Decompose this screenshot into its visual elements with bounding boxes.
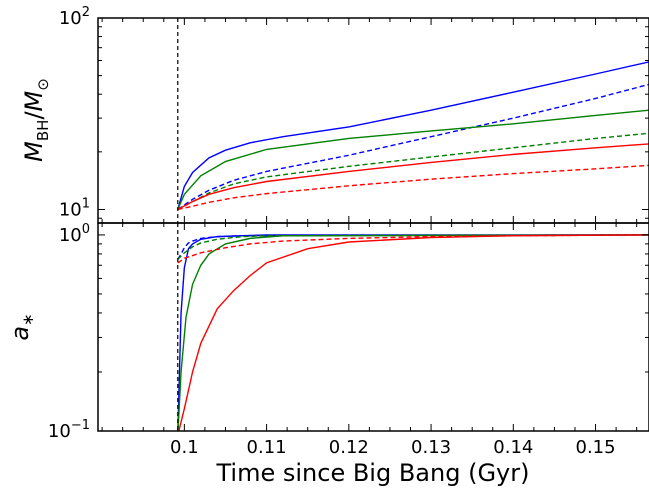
top-panel: 101 102 MBH/M⊙: [20, 5, 649, 224]
x-tick-label: 0.12: [329, 437, 369, 458]
y-tick-label: 101: [59, 196, 90, 220]
top-plot-frame: [97, 17, 649, 224]
mass-series-line-2: [177, 83, 649, 211]
y-tick-label: 100: [59, 222, 90, 246]
spin-series-line-5: [178, 234, 649, 431]
spin-series-line-1: [177, 234, 649, 431]
bottom-series-group: [177, 234, 649, 431]
top-ytick-labels: 101 102: [59, 5, 90, 220]
spin-series-line-4: [177, 234, 649, 260]
top-ylabel: MBH/M⊙: [20, 78, 52, 162]
mass-series-line-5: [177, 143, 649, 211]
top-series-group: [177, 61, 649, 211]
x-tick-label: 0.11: [247, 437, 287, 458]
bottom-ylabel: a∗: [6, 313, 37, 340]
bottom-plot-frame: [97, 222, 649, 432]
spin-series-line-3: [177, 234, 649, 431]
mass-series-line-4: [177, 132, 649, 211]
mass-series-line-6: [177, 164, 649, 211]
mass-series-line-3: [177, 109, 649, 210]
bottom-panel: 10−1 100 0.1 0.11 0.12 0.13 0.14 0.15 a∗ Time …: [6, 222, 649, 487]
x-tick-label: 0.13: [411, 437, 451, 458]
bottom-ytick-labels: 10−1 100: [48, 222, 90, 442]
spin-series-line-2: [177, 234, 649, 260]
x-axis-label: Time since Big Bang (Gyr): [216, 459, 530, 487]
bottom-xtick-labels: 0.1 0.11 0.12 0.13 0.14 0.15: [170, 437, 616, 458]
mass-series-line-1: [177, 61, 649, 210]
x-tick-label: 0.15: [576, 437, 616, 458]
spin-series-line-6: [177, 234, 649, 264]
y-tick-label: 102: [59, 5, 90, 29]
y-tick-label: 10−1: [48, 418, 90, 442]
x-tick-label: 0.1: [170, 437, 199, 458]
top-ticks-group: [98, 17, 649, 223]
x-tick-label: 0.14: [493, 437, 533, 458]
